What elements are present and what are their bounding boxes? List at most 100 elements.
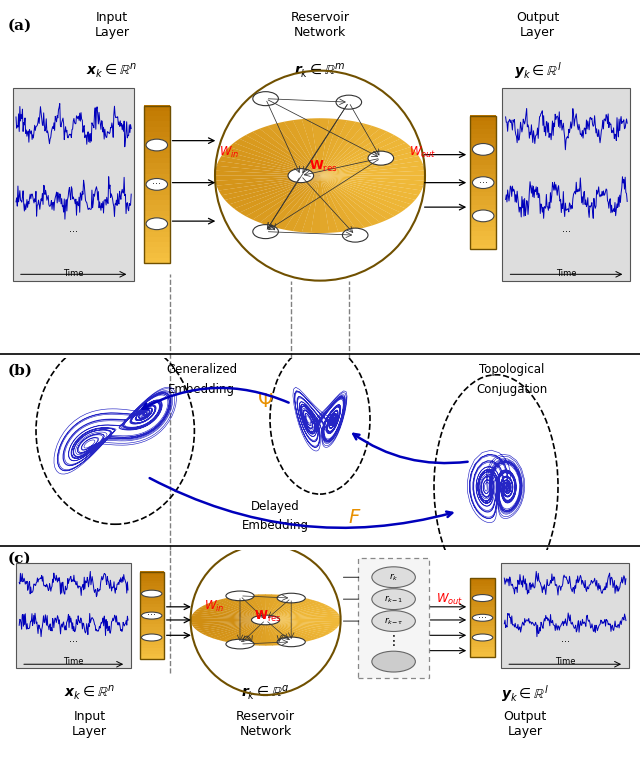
Text: Time: Time: [555, 657, 575, 667]
FancyBboxPatch shape: [140, 604, 164, 607]
Wedge shape: [246, 594, 266, 620]
FancyBboxPatch shape: [470, 588, 495, 591]
FancyBboxPatch shape: [470, 610, 495, 613]
Wedge shape: [191, 614, 266, 620]
Wedge shape: [253, 175, 320, 223]
FancyBboxPatch shape: [358, 558, 429, 678]
FancyBboxPatch shape: [470, 586, 495, 589]
Circle shape: [342, 228, 368, 242]
Text: $F$: $F$: [348, 508, 362, 527]
Wedge shape: [320, 175, 422, 195]
Wedge shape: [217, 599, 266, 620]
Wedge shape: [218, 156, 320, 175]
FancyBboxPatch shape: [470, 240, 496, 245]
Wedge shape: [320, 118, 338, 175]
Text: (b): (b): [8, 364, 33, 378]
Wedge shape: [293, 175, 320, 232]
Wedge shape: [246, 620, 266, 645]
Wedge shape: [266, 594, 285, 620]
Text: Reservoir
Network: Reservoir Network: [291, 12, 349, 39]
Text: $\boldsymbol{x}_k \in \mathbb{R}^n$: $\boldsymbol{x}_k \in \mathbb{R}^n$: [86, 62, 138, 80]
Wedge shape: [320, 175, 406, 212]
FancyBboxPatch shape: [470, 641, 495, 644]
FancyBboxPatch shape: [140, 580, 164, 584]
Circle shape: [253, 225, 278, 238]
FancyBboxPatch shape: [144, 215, 170, 221]
Wedge shape: [266, 620, 334, 633]
FancyBboxPatch shape: [470, 191, 496, 196]
FancyBboxPatch shape: [144, 152, 170, 158]
Circle shape: [472, 144, 494, 155]
Ellipse shape: [372, 589, 415, 610]
Wedge shape: [266, 611, 338, 620]
Wedge shape: [266, 605, 330, 620]
FancyBboxPatch shape: [470, 594, 495, 597]
Circle shape: [252, 615, 280, 624]
FancyBboxPatch shape: [144, 131, 170, 137]
Wedge shape: [266, 620, 338, 629]
Text: $W_{in}$: $W_{in}$: [204, 599, 225, 614]
Wedge shape: [266, 620, 340, 627]
Wedge shape: [266, 599, 314, 620]
Wedge shape: [266, 620, 314, 641]
Text: $\mathbf{W}_{\rm res}$: $\mathbf{W}_{\rm res}$: [308, 159, 338, 175]
Wedge shape: [191, 620, 266, 622]
Wedge shape: [222, 598, 266, 620]
Wedge shape: [320, 120, 356, 175]
Wedge shape: [266, 597, 303, 620]
FancyBboxPatch shape: [140, 583, 164, 586]
FancyBboxPatch shape: [140, 574, 164, 578]
Wedge shape: [311, 175, 320, 233]
FancyBboxPatch shape: [470, 623, 495, 626]
FancyBboxPatch shape: [140, 586, 164, 589]
Wedge shape: [320, 175, 401, 216]
Wedge shape: [320, 165, 424, 175]
Wedge shape: [266, 620, 292, 644]
Wedge shape: [266, 620, 331, 634]
Wedge shape: [268, 124, 320, 175]
FancyBboxPatch shape: [140, 624, 164, 628]
FancyBboxPatch shape: [144, 126, 170, 132]
FancyBboxPatch shape: [502, 88, 630, 281]
Wedge shape: [302, 175, 320, 233]
Wedge shape: [221, 151, 320, 175]
Wedge shape: [266, 620, 309, 642]
FancyBboxPatch shape: [470, 625, 495, 628]
Wedge shape: [266, 594, 278, 620]
Wedge shape: [216, 165, 320, 175]
Wedge shape: [246, 175, 320, 220]
FancyBboxPatch shape: [144, 105, 170, 111]
FancyBboxPatch shape: [470, 601, 495, 604]
FancyBboxPatch shape: [144, 110, 170, 116]
Wedge shape: [320, 135, 401, 175]
Wedge shape: [320, 156, 421, 175]
Circle shape: [277, 593, 305, 603]
FancyBboxPatch shape: [470, 646, 495, 649]
Wedge shape: [320, 175, 365, 230]
Wedge shape: [228, 620, 266, 644]
Circle shape: [472, 594, 493, 601]
FancyBboxPatch shape: [470, 604, 495, 608]
Text: ···: ···: [561, 637, 570, 647]
FancyBboxPatch shape: [144, 147, 170, 153]
FancyBboxPatch shape: [470, 213, 496, 218]
FancyBboxPatch shape: [470, 638, 495, 641]
Wedge shape: [266, 620, 273, 646]
Wedge shape: [234, 175, 320, 212]
FancyBboxPatch shape: [140, 578, 164, 581]
FancyBboxPatch shape: [470, 231, 496, 236]
Text: $\Psi$: $\Psi$: [257, 392, 274, 411]
Text: $\boldsymbol{r}_k \in \mathbb{R}^m$: $\boldsymbol{r}_k \in \mathbb{R}^m$: [294, 62, 346, 80]
Text: Input
Layer: Input Layer: [72, 710, 107, 737]
FancyBboxPatch shape: [144, 136, 170, 142]
FancyBboxPatch shape: [470, 186, 496, 191]
Text: ···: ···: [562, 228, 571, 238]
Text: ⋮: ⋮: [387, 634, 401, 647]
Text: Input
Layer: Input Layer: [95, 12, 129, 39]
Wedge shape: [320, 175, 394, 220]
Circle shape: [472, 177, 494, 188]
Circle shape: [141, 612, 162, 619]
FancyBboxPatch shape: [470, 165, 496, 169]
Text: Embedding: Embedding: [168, 383, 235, 395]
FancyBboxPatch shape: [144, 168, 170, 174]
